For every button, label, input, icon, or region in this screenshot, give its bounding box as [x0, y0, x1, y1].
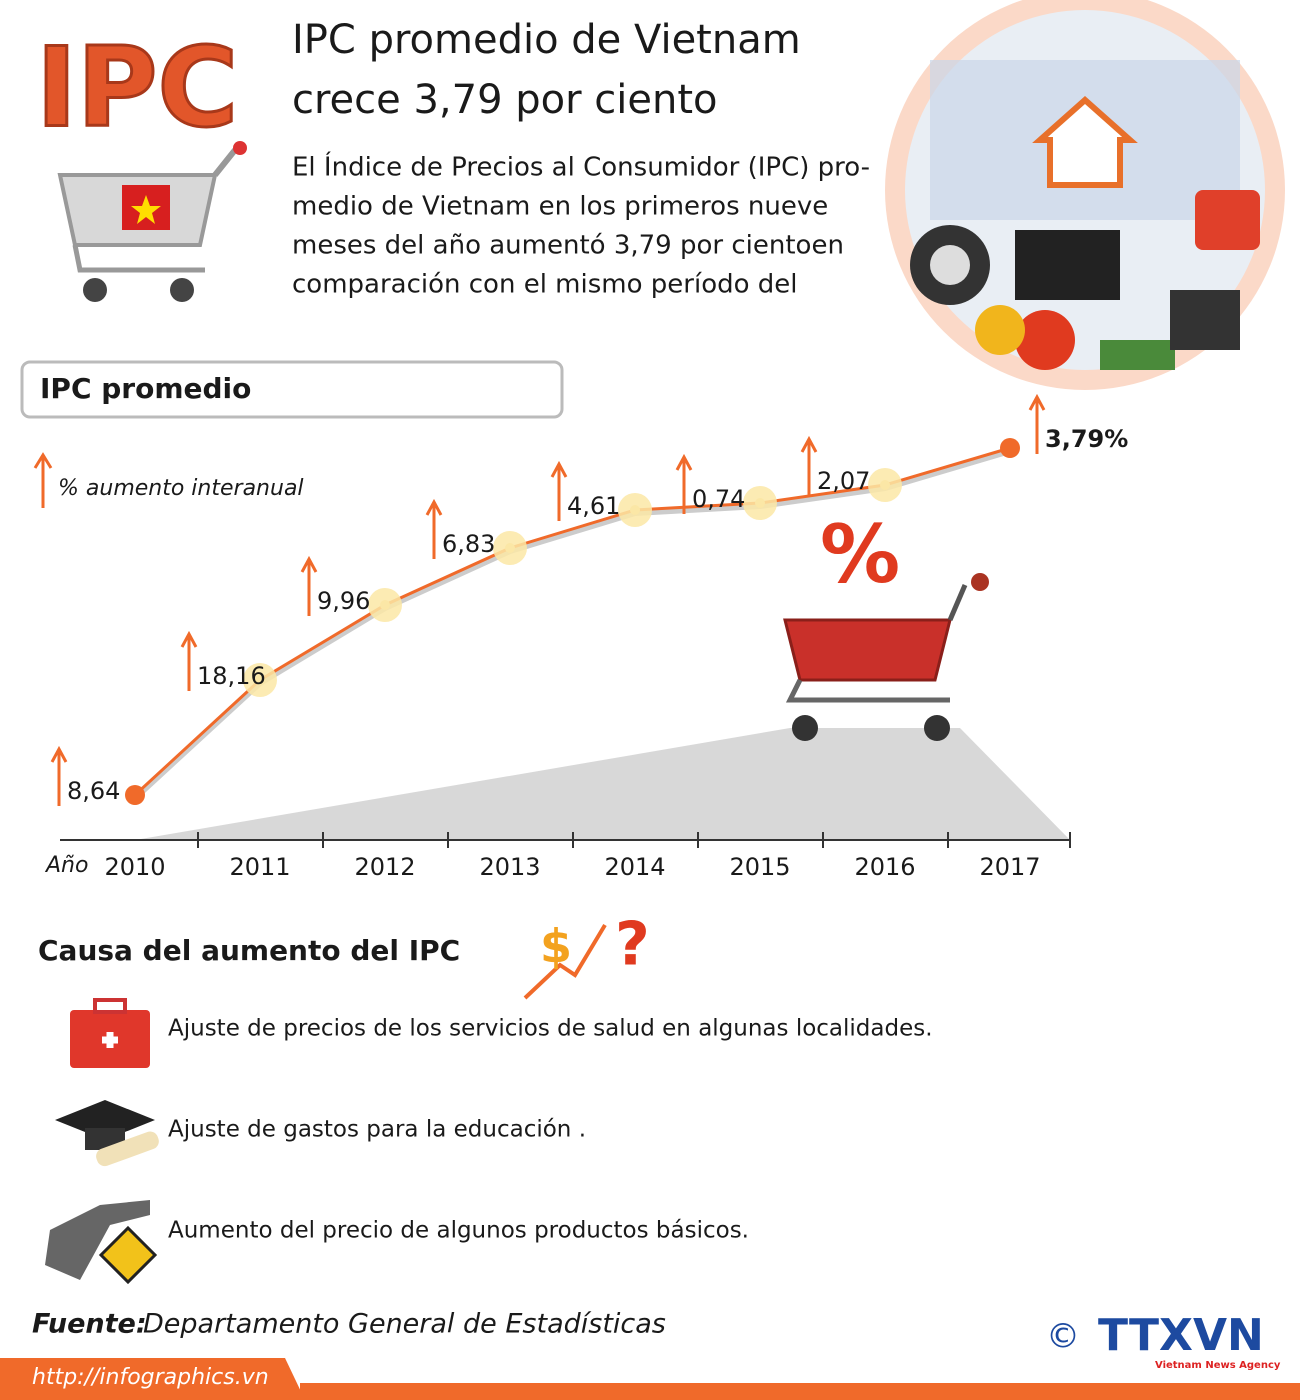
price-icon: $ ? — [523, 910, 650, 1000]
cause-text: Ajuste de gastos para la educación . — [168, 1117, 586, 1143]
body-text: comparación con el mismo período del — [292, 270, 798, 300]
value-label: 4,61 — [567, 492, 620, 520]
value-label: 2,07 — [817, 467, 870, 495]
x-tick-label: 2012 — [354, 853, 415, 881]
increase-arrow — [675, 453, 693, 514]
value-label: 6,83 — [442, 530, 495, 558]
fuel-icon — [45, 1200, 158, 1285]
data-point — [1000, 438, 1020, 458]
url-band — [0, 1358, 305, 1400]
copyright: © — [1046, 1317, 1080, 1357]
chart-title-box — [20, 360, 564, 419]
data-point — [630, 505, 640, 515]
source-label: Fuente: — [32, 1309, 147, 1340]
data-point — [255, 675, 265, 685]
logo: IPC — [36, 23, 238, 151]
increase-arrow — [800, 435, 818, 496]
percent-icon: % — [820, 508, 900, 601]
education-icon — [55, 1100, 159, 1167]
value-label: 9,96 — [317, 587, 370, 615]
value-label: 3,79% — [1045, 425, 1128, 453]
shadow — [135, 728, 1070, 840]
increase-arrow — [1028, 393, 1046, 454]
cart-icon — [57, 141, 247, 302]
increase-arrow — [300, 555, 318, 616]
body-text: El Índice de Precios al Consumidor (IPC)… — [292, 151, 870, 183]
increase-arrow — [180, 630, 198, 691]
increase-arrow — [550, 460, 568, 521]
x-tick-label: 2013 — [479, 853, 540, 881]
data-point — [755, 498, 765, 508]
x-tick-label: 2014 — [604, 853, 665, 881]
chart-title: IPC promedio — [40, 372, 251, 405]
agency-sub: Vietnam News Agency — [1155, 1360, 1281, 1371]
footer-band — [300, 1383, 1300, 1400]
x-tick-label: 2010 — [104, 853, 165, 881]
value-label: 18,16 — [197, 662, 266, 690]
line-shadow — [132, 448, 1011, 801]
data-point — [380, 600, 390, 610]
data-point — [125, 785, 145, 805]
x-tick-label: 2011 — [229, 853, 290, 881]
legend-text: % aumento interanual — [58, 476, 304, 501]
goods-illustration — [885, 0, 1285, 390]
source: Departamento General de Estadísticas — [143, 1309, 666, 1340]
svg-text:$: $ — [540, 920, 572, 974]
health-icon — [70, 998, 150, 1068]
data-point — [880, 480, 890, 490]
x-tick-label: 2017 — [979, 853, 1040, 881]
increase-arrow — [50, 745, 68, 806]
agency: TTXVN — [1098, 1310, 1264, 1361]
x-tick-label: 2016 — [854, 853, 915, 881]
header-title: IPC promedio de Vietnam — [292, 17, 801, 63]
data-point — [505, 543, 515, 553]
increase-arrow — [425, 498, 443, 559]
body-text: meses del año aumentó 3,79 por cientoen — [292, 231, 844, 261]
svg-text:?: ? — [615, 910, 650, 980]
url: http://infographics.vn — [32, 1365, 269, 1390]
value-label: 0,74 — [692, 485, 745, 513]
cause-text: Ajuste de precios de los servicios de sa… — [168, 1016, 933, 1042]
header-title: crece 3,79 por ciento — [292, 77, 718, 123]
cause-text: Aumento del precio de algunos productos … — [168, 1218, 749, 1244]
causes-title: Causa del aumento del IPC — [38, 934, 460, 967]
percent-cart: % — [783, 508, 989, 741]
value-label: 8,64 — [67, 777, 120, 805]
legend-arrow — [33, 452, 53, 508]
x-axis-label: Año — [44, 853, 88, 878]
data-line — [133, 446, 1011, 797]
x-tick-label: 2015 — [729, 853, 790, 881]
body-text: medio de Vietnam en los primeros nueve — [292, 192, 828, 222]
